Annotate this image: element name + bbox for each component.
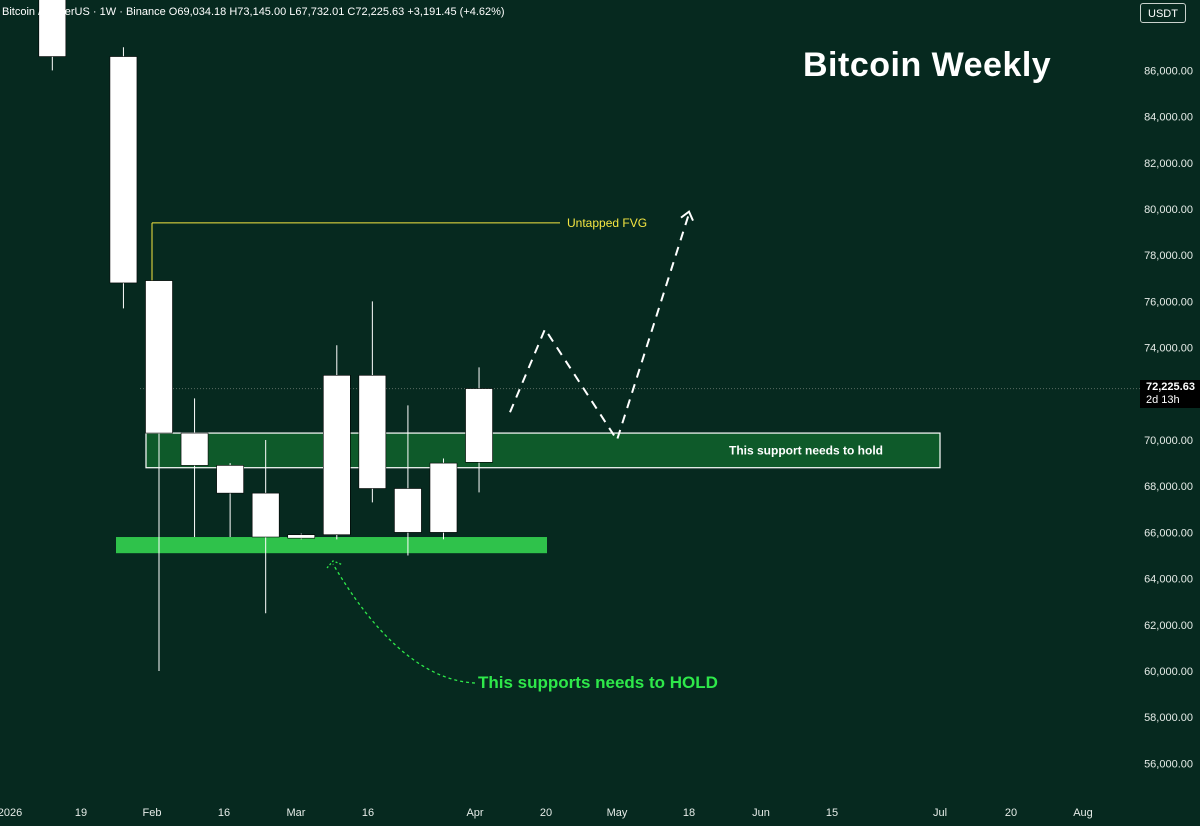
currency-button[interactable]: USDT	[1140, 3, 1186, 23]
x-tick-label: Aug	[1073, 807, 1093, 819]
candle-body	[465, 388, 493, 463]
low-value: 67,732.01	[295, 6, 345, 18]
candle	[465, 367, 493, 493]
y-tick-label: 78,000.00	[1144, 250, 1193, 262]
lower-support-bar	[116, 537, 547, 554]
y-tick-label: 80,000.00	[1144, 204, 1193, 216]
x-tick-label: Jun	[752, 807, 770, 819]
candle-body	[394, 488, 422, 533]
candle	[145, 280, 173, 671]
y-tick-label: 62,000.00	[1144, 620, 1193, 632]
high-label: H	[229, 6, 238, 18]
candle	[287, 533, 316, 540]
candle-body	[287, 534, 316, 539]
lower-support-label: This supports needs to HOLD	[478, 673, 718, 692]
candle-body	[109, 56, 138, 284]
support-zone-box	[145, 432, 941, 469]
bar-countdown: 2d 13h	[1146, 394, 1180, 406]
candle	[358, 301, 387, 503]
y-tick-label: 76,000.00	[1144, 296, 1193, 308]
chart-title: Bitcoin Weekly	[803, 46, 1052, 84]
y-tick-label: 82,000.00	[1144, 158, 1193, 170]
change-value: +3,191.45 (+4.62%)	[407, 6, 505, 18]
x-tick-label: May	[607, 807, 628, 819]
candle	[322, 345, 351, 540]
close-label: C	[347, 6, 356, 18]
x-tick-label: 18	[683, 807, 695, 819]
y-tick-label: 84,000.00	[1144, 112, 1193, 124]
projection-path	[509, 213, 690, 443]
y-tick-label: 74,000.00	[1144, 343, 1193, 355]
last-price-tag: 72,225.63 2d 13h	[1140, 380, 1200, 408]
y-tick-label: 60,000.00	[1144, 666, 1193, 678]
support-arrow-head	[326, 560, 344, 569]
close-value: 72,225.63	[355, 6, 405, 18]
exchange-label: Binance	[125, 6, 166, 18]
candle	[38, 0, 67, 71]
candle	[429, 458, 458, 540]
candle-body	[251, 492, 280, 538]
x-tick-label: 16	[218, 807, 230, 819]
projection-arrowhead	[680, 210, 694, 222]
x-tick-label: 2026	[0, 807, 22, 819]
x-tick-label: 20	[540, 807, 552, 819]
y-tick-label: 86,000.00	[1144, 65, 1193, 77]
symbol-name[interactable]: Bitcoin / TetherUS	[2, 6, 90, 18]
candle	[251, 440, 280, 614]
candle	[394, 405, 422, 556]
y-tick-label: 56,000.00	[1144, 758, 1193, 770]
candle-body	[358, 375, 387, 489]
x-tick-label: 16	[362, 807, 374, 819]
support-arrow-curve	[332, 563, 476, 684]
candle-layer	[38, 0, 493, 671]
candle-body	[322, 375, 351, 536]
y-tick-label: 70,000.00	[1144, 435, 1193, 447]
support-zone-label: This support needs to hold	[729, 443, 883, 457]
x-tick-label: Mar	[287, 807, 306, 819]
annotation-layer: This support needs to hold This supports …	[116, 210, 941, 692]
x-tick-label: Jul	[933, 807, 947, 819]
y-tick-label: 64,000.00	[1144, 574, 1193, 586]
y-tick-label: 58,000.00	[1144, 712, 1193, 724]
candle-body	[38, 0, 67, 57]
symbol-header: Bitcoin / TetherUS · 1W · Binance O69,03…	[2, 6, 505, 18]
x-tick-label: Feb	[143, 807, 162, 819]
y-tick-label: 66,000.00	[1144, 527, 1193, 539]
candle-body	[429, 462, 458, 533]
open-label: O	[168, 6, 178, 18]
last-price-value: 72,225.63	[1146, 381, 1195, 393]
x-tick-label: 20	[1005, 807, 1017, 819]
open-value: 69,034.18	[177, 6, 227, 18]
candle-body	[216, 465, 244, 494]
candle	[216, 463, 244, 538]
candle	[109, 47, 138, 309]
candle-body	[180, 432, 209, 466]
x-tick-label: 15	[826, 807, 838, 819]
y-tick-label: 68,000.00	[1144, 481, 1193, 493]
candle	[180, 398, 209, 538]
high-value: 73,145.00	[237, 6, 287, 18]
interval-label[interactable]: 1W	[99, 6, 117, 18]
x-tick-label: Apr	[466, 807, 483, 819]
low-label: L	[289, 6, 296, 18]
x-tick-label: 19	[75, 807, 87, 819]
fvg-label: Untapped FVG	[567, 216, 647, 230]
candle-body	[145, 280, 173, 434]
